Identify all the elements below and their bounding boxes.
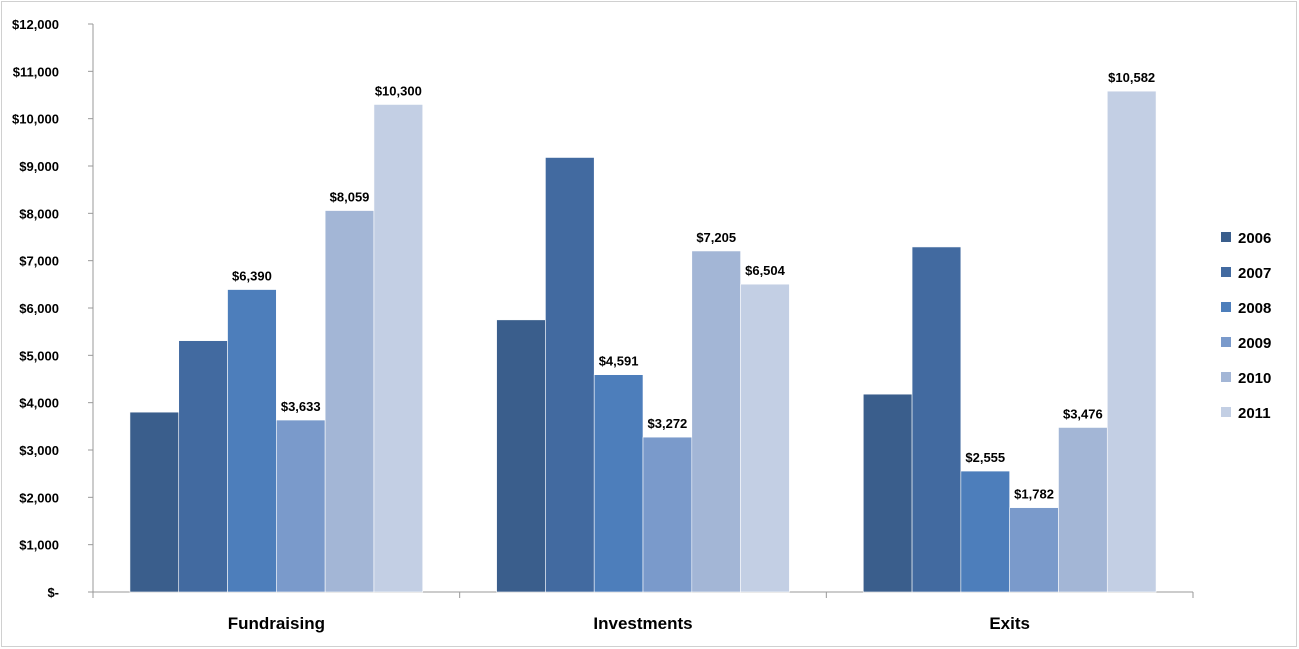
data-label: $10,582 — [1108, 70, 1155, 85]
legend-label: 2008 — [1238, 300, 1271, 317]
legend-swatch — [1221, 302, 1231, 312]
data-label: $4,591 — [599, 354, 639, 369]
y-tick-label: $10,000 — [12, 112, 59, 127]
data-labels: $6,390 $3,633 $8,059 $10,300 $4,591 $3,272 $7,… — [232, 70, 1155, 502]
y-tick-label: $- — [47, 585, 59, 600]
y-tick-label: $12,000 — [12, 17, 59, 32]
data-label: $6,390 — [232, 269, 272, 284]
y-tick-label: $9,000 — [19, 159, 59, 174]
bar — [911, 246, 962, 593]
data-label: $3,633 — [281, 399, 321, 414]
bar — [691, 250, 741, 593]
data-label: $3,272 — [648, 416, 688, 431]
legend-swatch — [1221, 407, 1231, 417]
axes: $- $1,000 $2,000 $3,000 $4,000 $5,000 $6,000 $7… — [12, 17, 1194, 633]
bar — [960, 470, 1010, 593]
data-label: $1,782 — [1014, 487, 1054, 502]
y-tick-label: $8,000 — [19, 206, 59, 221]
bar — [373, 104, 424, 593]
bar — [1106, 90, 1157, 593]
bar — [545, 157, 595, 593]
bar — [593, 374, 644, 593]
bar — [496, 319, 546, 593]
legend-label: 2009 — [1238, 335, 1271, 352]
bar — [129, 411, 180, 593]
data-label: $6,504 — [745, 263, 786, 278]
legend-label: 2011 — [1238, 405, 1271, 422]
data-label: $3,476 — [1063, 406, 1103, 421]
category-label: Fundraising — [228, 614, 325, 633]
y-tick-label: $6,000 — [19, 301, 59, 316]
legend: 2006 2007 2008 2009 2010 2011 — [1221, 230, 1271, 422]
bar — [642, 436, 693, 593]
legend-swatch — [1221, 232, 1231, 242]
data-label: $2,555 — [965, 450, 1005, 465]
y-tick-label: $4,000 — [19, 396, 59, 411]
data-label: $8,059 — [330, 190, 370, 205]
y-tick-label: $11,000 — [13, 64, 59, 79]
y-tick-label: $3,000 — [19, 443, 59, 458]
y-tick-label: $2,000 — [19, 490, 59, 505]
bar — [740, 283, 790, 593]
category-label: Exits — [989, 614, 1030, 633]
bars — [129, 90, 1157, 593]
y-tick-label: $7,000 — [19, 254, 59, 269]
legend-swatch — [1221, 337, 1231, 347]
bar — [178, 340, 228, 593]
category-label: Investments — [593, 614, 692, 633]
legend-swatch — [1221, 372, 1231, 382]
bar — [227, 289, 277, 593]
legend-label: 2010 — [1238, 370, 1271, 387]
bar — [1009, 507, 1059, 593]
data-label: $10,300 — [375, 83, 422, 98]
legend-swatch — [1221, 267, 1231, 277]
bar — [276, 419, 326, 593]
bar — [862, 393, 913, 593]
data-label: $7,205 — [696, 230, 736, 245]
y-tick-label: $5,000 — [19, 348, 59, 363]
legend-label: 2006 — [1238, 230, 1271, 247]
y-tick-label: $1,000 — [19, 538, 59, 553]
bar — [324, 210, 375, 593]
bar — [1058, 427, 1108, 593]
legend-label: 2007 — [1238, 265, 1271, 282]
